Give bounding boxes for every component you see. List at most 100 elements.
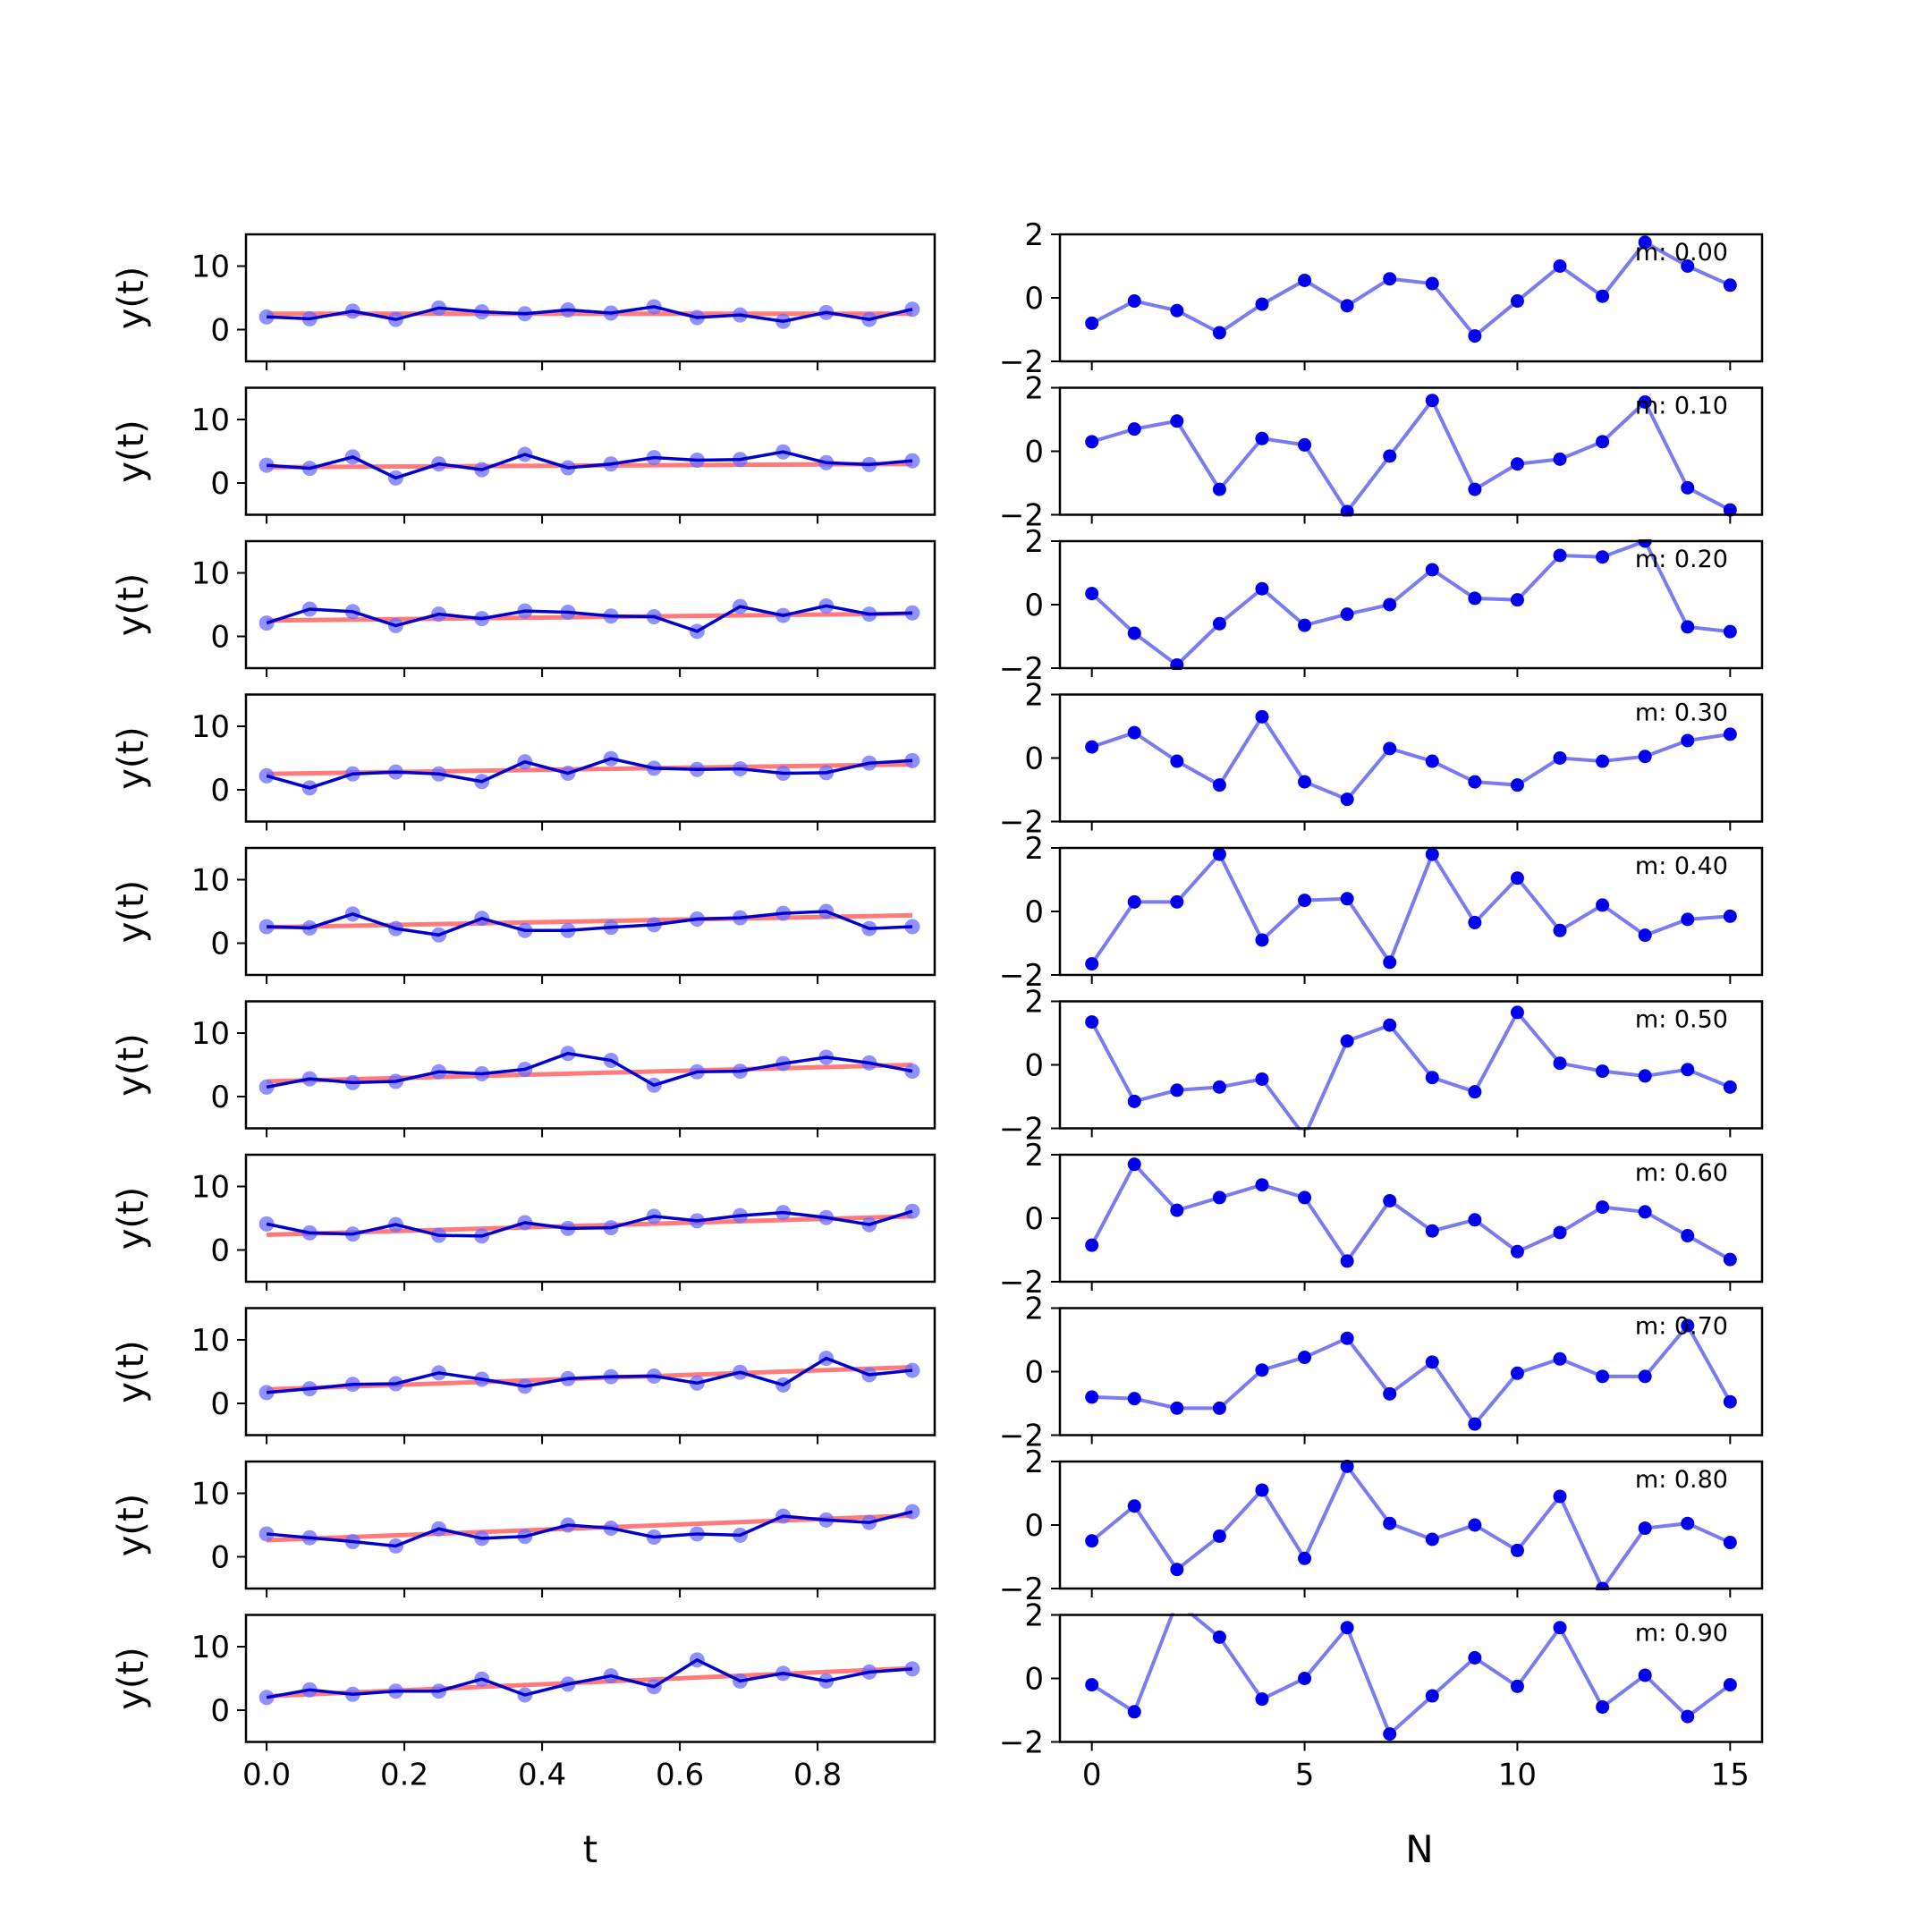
data-point [1553, 1489, 1567, 1504]
y-tick-label: 2 [1024, 524, 1044, 560]
data-point [1510, 1244, 1524, 1258]
data-point [1553, 452, 1567, 466]
right-data [1085, 1157, 1737, 1268]
y-tick-label: −2 [999, 498, 1044, 534]
y-tick-label: 10 [191, 863, 230, 899]
data-point [1425, 754, 1439, 768]
data-point [1510, 1005, 1524, 1020]
annotation-label: m: 0.10 [1635, 393, 1728, 420]
fit-line [267, 1063, 913, 1084]
data-point [1723, 1394, 1737, 1409]
axes-frame [1058, 1307, 1764, 1436]
data-point [1425, 847, 1439, 861]
data-point [1127, 626, 1141, 640]
data-point [1510, 1366, 1524, 1380]
left-panel: 0 10 y(t) [111, 539, 936, 677]
left-panel: 0 10 y(t) [111, 233, 936, 370]
y-axis-label: y(t) [111, 267, 152, 330]
series-line [1090, 1462, 1732, 1590]
data-point [1723, 909, 1737, 923]
data-point [1298, 1191, 1312, 1205]
series-line [1091, 396, 1732, 515]
data-point [1340, 892, 1354, 906]
data-point [1638, 928, 1652, 943]
y-tick-label: 0 [1024, 1662, 1044, 1698]
y-tick-label: 0 [1024, 1508, 1044, 1544]
left-panel: 0 10 y(t) [111, 1307, 936, 1445]
series-line [266, 1051, 913, 1089]
data-point [1383, 272, 1397, 286]
axes-frame [1058, 846, 1764, 977]
data-point [1596, 289, 1610, 303]
y-tick-label: −2 [999, 958, 1044, 994]
axes-frame [244, 1000, 936, 1130]
y-tick-label: 0 [210, 466, 230, 502]
data-point [1681, 1063, 1695, 1077]
data-point [1170, 1563, 1184, 1577]
data-point [1596, 1369, 1610, 1384]
y-tick-label: 0 [210, 620, 230, 656]
annotation-label: m: 0.00 [1635, 239, 1728, 267]
y-axis-label: y(t) [111, 573, 152, 637]
y-tick-label: 10 [191, 709, 230, 745]
y-axis-label: y(t) [111, 1033, 152, 1097]
right-data [1085, 709, 1737, 807]
series-line [266, 1209, 913, 1238]
left-panel: 0 10 y(t) [111, 1153, 936, 1291]
data-point [1255, 1483, 1269, 1497]
data-point [1170, 754, 1184, 768]
data-point [1085, 957, 1099, 971]
axes-frame [244, 846, 936, 977]
data-point [1340, 1254, 1354, 1268]
series-line [1090, 240, 1732, 339]
y-tick-label: 0 [210, 1233, 230, 1269]
data-point [1212, 1630, 1226, 1644]
data-point [1255, 1692, 1269, 1707]
data-point [1638, 1369, 1652, 1384]
axes-frame [244, 386, 936, 516]
axes-frame [244, 233, 936, 363]
right-data [1085, 394, 1737, 517]
data-point [1255, 1363, 1269, 1377]
data-point [1212, 326, 1226, 340]
y-axis-label: y(t) [111, 1340, 152, 1403]
left-x-axis-label: t [583, 1827, 597, 1871]
y-tick-label: −2 [999, 1265, 1044, 1301]
data-point [1212, 1529, 1226, 1543]
data-point [1298, 1351, 1312, 1365]
x-tick-label: 0.6 [656, 1758, 704, 1793]
data-point [1723, 1080, 1737, 1094]
data-point [1212, 616, 1226, 631]
data-point [1553, 548, 1567, 563]
y-tick-label: 0 [1024, 894, 1044, 930]
series-line [266, 1657, 913, 1699]
data-point [1553, 259, 1567, 273]
right-x-axis-label: N [1405, 1827, 1433, 1871]
data-point [1170, 1083, 1184, 1097]
y-tick-label: −2 [999, 1725, 1044, 1761]
data-point [1085, 587, 1099, 601]
data-point [1681, 620, 1695, 634]
data-point [1468, 482, 1482, 496]
data-point [1553, 1056, 1567, 1071]
y-tick-label: 2 [1024, 1292, 1044, 1327]
data-point [1596, 1064, 1610, 1079]
series-line [266, 604, 913, 633]
y-tick-label: 0 [1024, 1048, 1044, 1084]
series-line [1089, 1161, 1732, 1265]
y-tick-label: −2 [999, 1572, 1044, 1607]
axes-frame [1058, 386, 1764, 516]
data-point [1638, 235, 1652, 250]
data-point [1255, 431, 1269, 445]
axes-frame [1058, 1460, 1764, 1590]
axes-frame [244, 1307, 936, 1436]
right-data [1085, 1613, 1737, 1741]
data-point [1681, 912, 1695, 927]
data-point [1298, 437, 1312, 452]
y-tick-label: 0 [210, 773, 230, 809]
y-tick-label: 10 [191, 1477, 230, 1513]
axes-frame [244, 1460, 936, 1590]
data-point [1510, 457, 1524, 471]
